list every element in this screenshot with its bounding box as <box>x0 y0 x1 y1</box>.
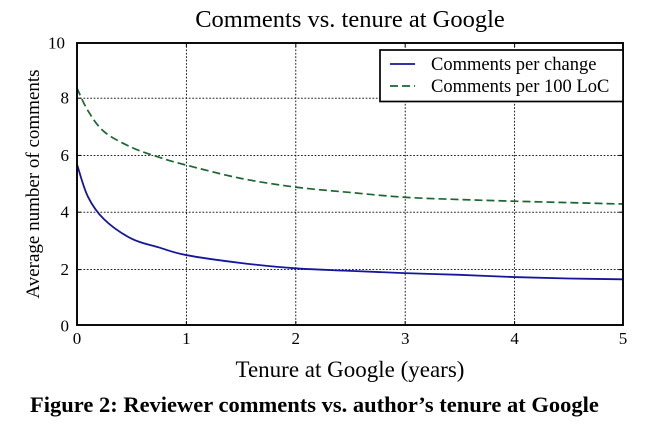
svg-text:0: 0 <box>73 329 82 348</box>
svg-text:8: 8 <box>61 89 70 108</box>
svg-text:2: 2 <box>61 260 70 279</box>
svg-text:3: 3 <box>401 329 410 348</box>
svg-text:Figure 2: Reviewer comments vs: Figure 2: Reviewer comments vs. author’s… <box>30 392 599 417</box>
svg-text:Comments per change: Comments per change <box>431 55 596 75</box>
svg-text:10: 10 <box>48 34 65 53</box>
svg-text:5: 5 <box>619 329 628 348</box>
svg-text:Tenure at Google (years): Tenure at Google (years) <box>236 357 465 382</box>
svg-text:0: 0 <box>61 317 70 336</box>
svg-text:Average number of comments: Average number of comments <box>23 69 44 298</box>
svg-text:Comments vs. tenure at Google: Comments vs. tenure at Google <box>195 6 505 33</box>
svg-text:4: 4 <box>61 203 70 222</box>
svg-text:6: 6 <box>61 146 70 165</box>
svg-text:4: 4 <box>510 329 519 348</box>
svg-text:1: 1 <box>182 329 191 348</box>
svg-text:Comments per 100 LoC: Comments per 100 LoC <box>431 77 609 97</box>
svg-text:2: 2 <box>292 329 301 348</box>
